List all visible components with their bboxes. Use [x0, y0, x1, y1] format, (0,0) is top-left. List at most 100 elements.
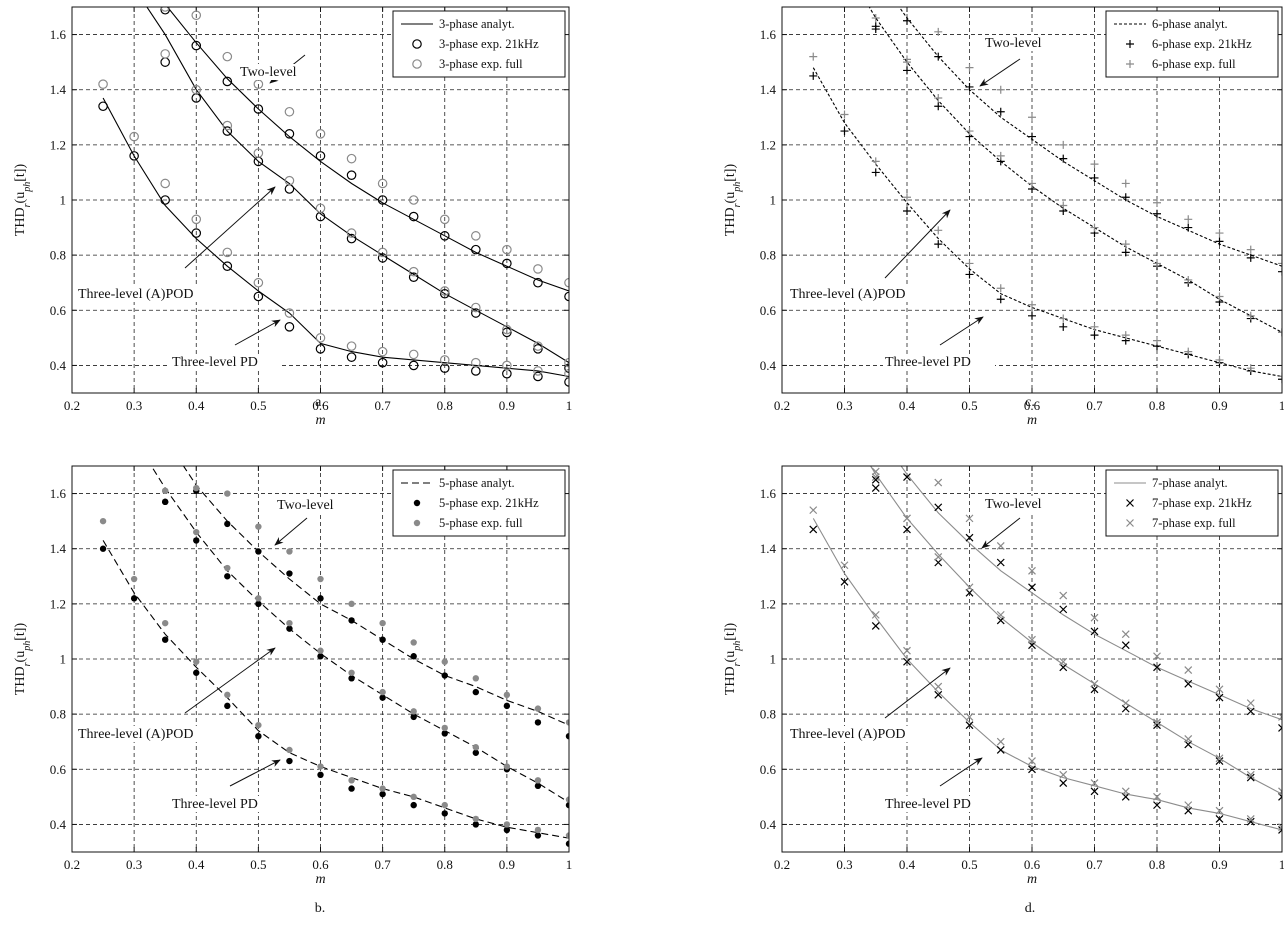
y-axis-label-part: ph — [22, 641, 33, 652]
exp-full-point — [871, 610, 880, 619]
grid — [782, 466, 1282, 852]
exp-full-point — [1184, 666, 1193, 674]
annotation-label: Three-level PD — [172, 355, 258, 370]
exp-full-point — [1246, 245, 1255, 254]
exp-full-point — [377, 247, 388, 258]
panel-caption: b. — [315, 901, 326, 916]
exp-full-point — [1184, 347, 1193, 356]
chart-panel-b: 0.2 0.3 0.4 0.5 0.6 0.7 0.8 0.9 1 0.4 0.6 0.8 1 1.2 1.… — [13, 465, 573, 916]
x-tick-label: 0.3 — [126, 857, 142, 872]
exp-21khz-point — [255, 733, 262, 740]
exp-full-point — [439, 286, 450, 296]
y-tick-label: 0.4 — [50, 817, 67, 832]
exp-full-point — [1090, 679, 1099, 688]
exp-full-point — [903, 646, 911, 655]
y-axis-label-part: (u — [723, 192, 738, 204]
y-tick-label: 1.6 — [760, 486, 777, 501]
exp-full-point — [1028, 757, 1036, 765]
analytical-line-two-level — [166, 7, 569, 292]
y-axis-label-part: (u — [13, 192, 28, 204]
legend: 3-phase analyt. 3-phase exp. 21kHz 3-phase… — [392, 10, 566, 78]
exp-full-point — [379, 619, 386, 627]
exp-full-point — [1153, 336, 1161, 345]
exp-full-point — [1184, 215, 1193, 224]
exp-full-point — [965, 63, 974, 72]
exp-full-point — [965, 583, 974, 592]
exp-full-point — [1278, 259, 1282, 268]
x-tick-label: 0.6 — [312, 398, 329, 413]
exp-full-point — [1028, 300, 1036, 309]
exp-21khz-point — [284, 129, 295, 139]
y-tick-label: 1.6 — [760, 27, 777, 42]
x-tick-label: 1 — [566, 857, 573, 872]
analytical-line-three-level-apod — [150, 466, 569, 803]
exp-full-point — [253, 148, 264, 158]
x-tick-label: 0.7 — [1086, 398, 1103, 413]
y-axis-label-part: THD — [723, 666, 738, 695]
exp-21khz-point — [533, 277, 543, 288]
legend-box — [1105, 10, 1279, 78]
exp-21khz-point — [284, 322, 295, 332]
exp-full-point — [408, 349, 419, 360]
exp-21khz-point — [533, 371, 543, 382]
axes-frame — [781, 6, 1283, 394]
annotation-bg — [238, 64, 314, 80]
y-tick-label: 1 — [770, 193, 777, 208]
analytical-line-two-level — [898, 7, 1282, 267]
exp-full-point — [222, 51, 233, 62]
exp-full-point — [1090, 779, 1099, 787]
exp-full-point — [1246, 699, 1255, 708]
annotation-arrow — [939, 757, 983, 787]
chart-panel-d: 0.2 0.3 0.4 0.5 0.6 0.7 0.8 0.9 1 0.4 0.6 0.8 1 1.2 1.… — [723, 465, 1284, 916]
y-axis-label-part: r — [22, 203, 33, 207]
legend: 5-phase analyt. 5-phase exp. 21kHz 5-phase… — [392, 469, 566, 537]
x-tick-label: 0.9 — [499, 857, 515, 872]
exp-full-point — [441, 724, 448, 732]
x-tick-label: 0.2 — [774, 398, 790, 413]
legend-box — [1105, 469, 1279, 537]
exp-full-point — [1153, 652, 1161, 661]
annotation-label: Three-level PD — [172, 797, 258, 812]
legend-marker-swatch — [1126, 519, 1134, 527]
exp-21khz-point — [502, 327, 512, 338]
exp-full-point — [996, 151, 1005, 160]
exp-full-point — [1215, 806, 1224, 815]
exp-full-point — [161, 619, 169, 627]
exp-full-point — [840, 110, 849, 119]
legend: 6-phase analyt. 6-phase exp. 21kHz 6-phase… — [1105, 10, 1279, 78]
exp-21khz-point — [934, 503, 943, 512]
exp-21khz-point — [934, 102, 943, 111]
legend-label: 7-phase analyt. — [1152, 476, 1228, 490]
exp-full-point — [1059, 770, 1068, 779]
exp-full-point — [934, 27, 943, 36]
exp-full-point — [222, 120, 233, 131]
exp-full-point — [130, 575, 138, 583]
exp-full-point — [286, 619, 293, 627]
exp-full-point — [317, 575, 324, 583]
exp-21khz-point — [871, 621, 880, 630]
exp-full-point — [348, 600, 355, 608]
x-tick-label: 0.5 — [250, 398, 266, 413]
exp-full-point — [1121, 787, 1130, 796]
exp-full-point — [191, 10, 202, 21]
y-tick-label: 1.2 — [760, 596, 776, 611]
exp-full-point — [1090, 613, 1099, 622]
legend-label: 6-phase exp. 21kHz — [1152, 37, 1252, 51]
legend-label: 5-phase exp. full — [439, 516, 523, 530]
exp-full-point — [317, 647, 324, 654]
exp-21khz-point — [965, 82, 974, 91]
exp-21khz-point — [346, 170, 357, 180]
analytical-line-two-level — [182, 466, 569, 726]
y-axis-label-part: [t]) — [723, 623, 738, 641]
exp-full-point — [934, 553, 943, 561]
x-tick-label: 0.5 — [250, 857, 266, 872]
exp-full-point — [1153, 259, 1161, 268]
exp-21khz-point — [129, 151, 139, 161]
exp-full-point — [193, 528, 200, 536]
x-axis-label: m — [1027, 872, 1037, 887]
exp-21khz-point — [222, 261, 233, 271]
y-tick-label: 1 — [60, 193, 67, 208]
exp-full-point — [408, 195, 419, 205]
exp-full-point — [1278, 787, 1282, 796]
